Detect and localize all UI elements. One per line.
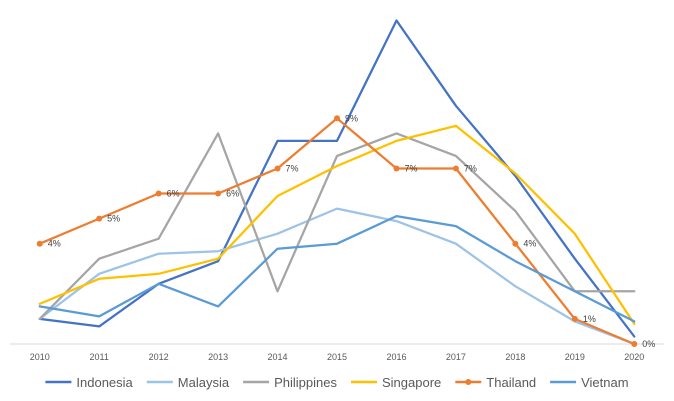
x-tick-label: 2011 — [90, 352, 109, 362]
data-point-thailand — [36, 240, 43, 247]
data-label: 5% — [107, 214, 120, 224]
x-axis: 2010 2011 2012 2013 2014 2015 2016 2017 2018 2019… — [10, 343, 664, 362]
legend: Indonesia Malaysia Philippines Singapore Tha… — [45, 375, 629, 390]
data-label: 1% — [583, 314, 596, 324]
x-tick-label: 2019 — [565, 352, 585, 362]
data-point-thailand — [631, 341, 638, 347]
x-tick-label: 2010 — [30, 352, 50, 362]
legend-label: Thailand — [486, 375, 536, 390]
data-point-thailand — [452, 165, 459, 172]
x-tick-label: 2013 — [208, 352, 228, 362]
x-tick-label: 2015 — [327, 352, 347, 362]
legend-item-philippines: Philippines — [243, 375, 337, 390]
data-label: 6% — [167, 189, 180, 199]
x-tick-label: 2012 — [149, 352, 169, 362]
data-label: 4% — [523, 239, 536, 249]
data-label: 7% — [286, 163, 299, 173]
x-tick-label: 2016 — [386, 352, 406, 362]
data-point-thailand — [274, 165, 281, 172]
legend-item-singapore: Singapore — [351, 375, 441, 390]
x-tick-label: 2018 — [505, 352, 525, 362]
data-point-thailand — [155, 190, 162, 197]
data-label: 6% — [226, 189, 239, 199]
legend-item-vietnam: Vietnam — [550, 375, 629, 390]
data-point-thailand — [571, 315, 578, 322]
series-line-singapore — [38, 124, 636, 326]
legend-label: Singapore — [382, 375, 441, 390]
data-label: 0% — [642, 339, 655, 349]
data-label: 7% — [404, 163, 417, 173]
series-line-thailand — [38, 117, 636, 346]
data-label: 9% — [345, 113, 358, 123]
legend-marker — [465, 379, 472, 385]
legend-label: Vietnam — [581, 375, 628, 390]
data-point-thailand — [393, 165, 400, 172]
data-point-thailand — [96, 215, 103, 222]
series-line-indonesia — [38, 19, 636, 338]
x-tick-label: 2020 — [624, 352, 644, 362]
series-line-malaysia — [38, 207, 636, 346]
legend-label: Indonesia — [76, 375, 133, 390]
data-labels: 4% 5% 6% 6% 7% 9% 7% 7% 4% 1% 0% — [48, 113, 656, 349]
x-tick-label: 2017 — [446, 352, 466, 362]
legend-item-thailand: Thailand — [455, 375, 536, 390]
legend-label: Philippines — [274, 375, 337, 390]
series-line-philippines — [38, 132, 636, 321]
legend-item-malaysia: Malaysia — [146, 375, 230, 390]
data-point-thailand — [512, 240, 519, 247]
data-point-thailand — [334, 115, 340, 122]
data-point-thailand — [215, 190, 222, 197]
series-lines — [36, 19, 638, 347]
x-tick-label: 2014 — [268, 352, 288, 362]
series-line-vietnam — [38, 214, 636, 323]
data-label: 4% — [48, 239, 61, 249]
legend-item-indonesia: Indonesia — [45, 375, 134, 390]
legend-label: Malaysia — [178, 375, 230, 390]
data-label: 7% — [464, 163, 477, 173]
